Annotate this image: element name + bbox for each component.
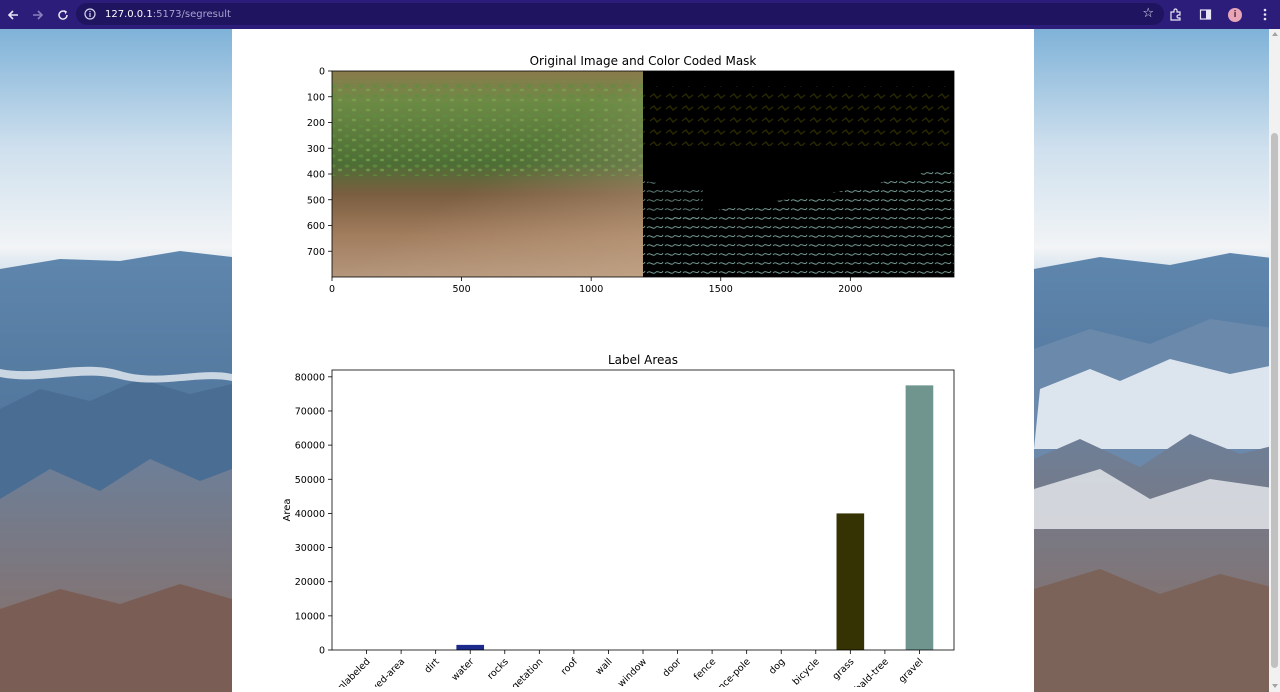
x-tick-label: gravel — [897, 656, 926, 685]
segmentation-result-page: Original Image and Color Coded Mask 0 500 1… — [232, 29, 1034, 692]
y-tick-label: 600 — [307, 221, 325, 232]
y-tick-label: 300 — [307, 144, 325, 155]
x-tick-label: dog — [767, 656, 787, 676]
dirt-path-overlay — [332, 71, 643, 277]
x-tick-label: wall — [593, 656, 614, 677]
y-tick-label: 700 — [307, 247, 325, 258]
url-host: 127.0.0.1 — [105, 8, 153, 20]
x-tick-label: 1000 — [579, 284, 603, 295]
arrow-right-icon — [33, 9, 44, 20]
x-tick-label: dirt — [422, 656, 441, 675]
x-tick-label: bald-tree — [853, 656, 891, 687]
x-tick-label: 500 — [453, 284, 471, 295]
address-bar[interactable]: 127.0.0.1:5173/segresult ☆ — [76, 3, 1164, 25]
y-tick-label: 100 — [307, 92, 325, 103]
back-button[interactable] — [1, 3, 25, 27]
x-tick-label: 1500 — [709, 284, 733, 295]
x-tick-label: fence-pole — [710, 656, 753, 687]
y-tick-label: 400 — [307, 170, 325, 181]
url-path: :5173/segresult — [152, 8, 231, 20]
mask-gravel-region-left — [643, 181, 703, 221]
y-tick-label: 0 — [319, 646, 325, 657]
page-scrollbar[interactable] — [1269, 29, 1280, 692]
y-axis-label: Area — [282, 498, 293, 521]
x-tick-label: unlabeled — [332, 656, 373, 687]
x-tick-label: window — [616, 656, 649, 687]
profile-avatar[interactable]: i — [1220, 0, 1250, 29]
x-tick-label: 2000 — [838, 284, 862, 295]
avatar-letter: i — [1233, 9, 1237, 20]
scrollbar-thumb[interactable] — [1271, 133, 1278, 668]
chart-frame — [331, 369, 955, 651]
x-tick-label: grass — [831, 656, 857, 682]
x-tick-label: bicycle — [791, 656, 822, 687]
forward-button[interactable] — [26, 3, 50, 27]
y-tick-label: 200 — [307, 118, 325, 129]
y-tick-label: 30000 — [295, 543, 325, 554]
y-tick-label: 80000 — [295, 372, 325, 383]
y-tick-label: 40000 — [295, 509, 325, 520]
mask-grass-region — [643, 86, 954, 146]
chart-title: Label Areas — [608, 353, 678, 367]
original-and-mask-figure: Original Image and Color Coded Mask 0 500 1… — [307, 54, 955, 295]
url-text[interactable]: 127.0.0.1:5173/segresult — [105, 9, 231, 20]
y-tick-label: 60000 — [295, 441, 325, 452]
site-info-icon[interactable] — [83, 7, 97, 21]
x-tick-label: rocks — [485, 656, 511, 682]
bar-grass — [836, 513, 865, 650]
y-tick-label: 10000 — [295, 611, 325, 622]
reload-button[interactable] — [51, 3, 75, 27]
bar-gravel — [905, 385, 934, 650]
scroll-up-arrow-icon[interactable] — [1272, 32, 1278, 36]
extensions-icon[interactable] — [1160, 0, 1190, 29]
menu-kebab-icon[interactable] — [1250, 0, 1280, 29]
bar-water — [456, 644, 485, 650]
y-tick-label: 0 — [319, 67, 325, 78]
y-tick-label: 70000 — [295, 406, 325, 417]
x-tick-label: vegetation — [502, 656, 546, 687]
mask-gravel-region — [643, 166, 954, 277]
y-tick-label: 20000 — [295, 577, 325, 588]
side-panel-icon[interactable] — [1190, 0, 1220, 29]
x-tick-label: roof — [559, 656, 580, 677]
y-tick-label: 500 — [307, 195, 325, 206]
x-tick-label: door — [661, 656, 684, 679]
x-tick-label: water — [449, 656, 476, 683]
scroll-down-arrow-icon[interactable] — [1272, 684, 1278, 688]
bookmark-star-icon[interactable]: ☆ — [1142, 6, 1154, 21]
y-tick-label: 50000 — [295, 475, 325, 486]
x-tick-label: fence — [692, 656, 718, 682]
reload-icon — [58, 9, 68, 20]
figure1-title: Original Image and Color Coded Mask — [530, 54, 757, 68]
arrow-left-icon — [7, 9, 18, 20]
x-tick-label: 0 — [329, 284, 335, 295]
browser-toolbar: 127.0.0.1:5173/segresult ☆ i — [0, 0, 1280, 29]
